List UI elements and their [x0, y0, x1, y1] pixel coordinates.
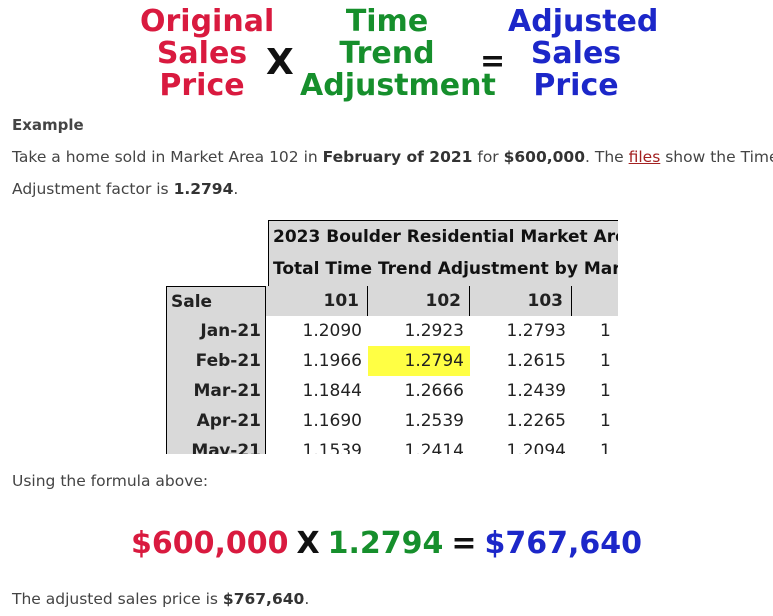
formula-time-trend-adjustment: Time Trend Adjustment [300, 4, 496, 103]
equation-equals-sign: = [451, 526, 477, 561]
paragraph-text: Adjustment factor is [12, 180, 174, 198]
table-row: Mar-21 1.1844 1.2666 1.2439 1 [166, 376, 618, 406]
table-cell: 1.2094 [506, 441, 566, 454]
column-header-102: 102 [368, 286, 470, 316]
formula-word: Sales [530, 36, 622, 71]
table-cell: 1.1966 [302, 351, 362, 371]
conclusion-value: $767,640 [222, 590, 305, 608]
table-cell: 1 [600, 411, 611, 431]
column-header-101: 101 [266, 286, 368, 316]
table-cell: 1.2539 [404, 411, 464, 431]
formula-original-sales-price: Original Sales Price [140, 4, 275, 103]
formula-times-sign: X [266, 42, 294, 83]
column-header-next [572, 286, 618, 316]
conclusion-end: . [304, 590, 310, 608]
formula-adjusted-sales-price: Adjusted Sales Price [508, 4, 659, 103]
conclusion-text: The adjusted sales price is $767,640. [12, 590, 309, 608]
formula-word: Sales [156, 36, 248, 71]
formula-word: Price [533, 68, 619, 103]
paragraph-text: show the Time Trend [665, 148, 773, 166]
files-link[interactable]: files [628, 148, 661, 166]
table-cell: 1.2439 [506, 381, 566, 401]
table-cell: 1.2090 [302, 321, 362, 341]
table-cell: 1 [600, 321, 611, 341]
row-date: May-21 [166, 436, 266, 454]
table-cell: 1.2666 [404, 381, 464, 401]
paragraph-bold-factor: 1.2794 [173, 180, 234, 198]
formula-word: Original [140, 4, 275, 39]
example-paragraph-line2: Adjustment factor is 1.2794. [12, 180, 238, 198]
table-cell: 1.1539 [302, 441, 362, 454]
formula-word: Trend [339, 36, 435, 71]
column-header-103: 103 [470, 286, 572, 316]
equation-result: $767,640 [484, 526, 643, 561]
equation-price: $600,000 [130, 526, 289, 561]
row-date: Mar-21 [166, 376, 266, 406]
formula-equals-sign: = [480, 44, 506, 79]
table-row: May-21 1.1539 1.2414 1.2094 1 [166, 436, 618, 454]
table-title-line1: 2023 Boulder Residential Market Are [268, 220, 618, 253]
paragraph-bold-price: $600,000 [503, 148, 585, 166]
paragraph-bold-date: February of 2021 [322, 148, 473, 166]
table-cell: 1.2414 [404, 441, 464, 454]
paragraph-text: . The [585, 148, 629, 166]
formula-word: Time [345, 4, 429, 39]
formula-word: Adjusted [508, 4, 659, 39]
using-formula-text: Using the formula above: [12, 472, 209, 490]
row-date: Feb-21 [166, 346, 266, 376]
table-cell: 1.2615 [506, 351, 566, 371]
paragraph-text: . [233, 180, 239, 198]
conclusion-lead: The adjusted sales price is [12, 590, 223, 608]
example-heading: Example [12, 116, 84, 134]
table-cell: 1.1844 [302, 381, 362, 401]
table-cell: 1.2265 [506, 411, 566, 431]
table-header-row: Sale Date 101 102 103 [166, 286, 618, 342]
table-cell: 1 [600, 351, 611, 371]
sale-date-header: Sale Date [166, 286, 266, 342]
formula-word: Adjustment [300, 68, 496, 103]
equation-times-sign: X [296, 526, 320, 561]
equation-factor: 1.2794 [327, 526, 444, 561]
row-date: Jan-21 [166, 316, 266, 346]
table-row: Feb-21 1.1966 1.2794 1.2615 1 [166, 346, 618, 376]
table-row: Apr-21 1.1690 1.2539 1.2265 1 [166, 406, 618, 436]
table-cell: 1 [600, 381, 611, 401]
table-cell: 1 [600, 441, 611, 454]
table-cell: 1.2923 [404, 321, 464, 341]
paragraph-text: for [472, 148, 504, 166]
worked-equation: $600,000 X 1.2794 = $767,640 [0, 526, 773, 561]
formula-word: Price [159, 68, 245, 103]
table-row: Jan-21 1.2090 1.2923 1.2793 1 [166, 316, 618, 346]
time-trend-table-image: 2023 Boulder Residential Market Are Tota… [166, 216, 618, 454]
paragraph-text: Take a home sold in Market Area 102 in [12, 148, 323, 166]
highlighted-factor-cell: 1.2794 [368, 346, 470, 376]
row-date: Apr-21 [166, 406, 266, 436]
example-paragraph-line1: Take a home sold in Market Area 102 in F… [12, 148, 773, 166]
table-cell: 1.2793 [506, 321, 566, 341]
table-cell: 1.1690 [302, 411, 362, 431]
table-title-line2: Total Time Trend Adjustment by Mar [268, 253, 618, 286]
